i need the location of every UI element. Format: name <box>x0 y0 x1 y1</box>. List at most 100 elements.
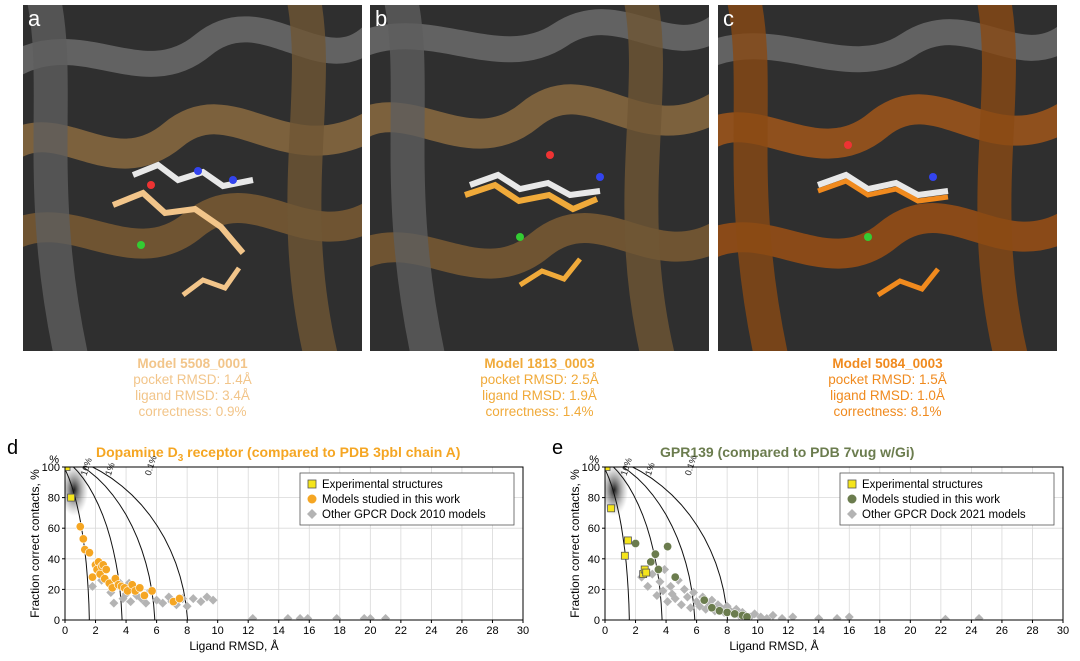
contour-label: 1% <box>643 461 657 476</box>
data-point-other-model <box>643 581 653 591</box>
x-tick-label: 20 <box>364 625 376 637</box>
data-point-other-model <box>940 614 950 620</box>
data-point-other-model <box>663 597 673 607</box>
legend-label: Other GPCR Dock 2021 models <box>862 509 1026 521</box>
data-point-other-model <box>676 600 686 610</box>
data-point-studied-model <box>631 539 641 549</box>
contour-line <box>605 468 630 620</box>
data-point-experimental <box>620 551 629 560</box>
data-point-experimental <box>67 493 76 502</box>
data-point-other-model <box>844 612 854 620</box>
y-tick-label: 100 <box>42 462 60 474</box>
data-point-other-model <box>332 613 342 620</box>
y-tick-label: 20 <box>588 584 600 596</box>
x-tick-label: 14 <box>813 625 825 637</box>
structure-panel-a: a <box>23 5 362 351</box>
caption-a: Model 5508_0001 pocket RMSD: 1.4Å ligand… <box>23 356 362 420</box>
x-tick-label: 10 <box>212 625 224 637</box>
data-point-experimental <box>605 467 611 471</box>
x-tick-label: 28 <box>486 625 498 637</box>
y-tick-label: 40 <box>588 554 600 566</box>
data-point-experimental <box>607 504 616 513</box>
data-point-experimental <box>642 568 651 577</box>
x-tick-label: 22 <box>395 625 407 637</box>
legend-box <box>839 472 1055 526</box>
data-point-studied-model <box>670 572 680 582</box>
x-tick-label: 22 <box>935 625 947 637</box>
data-point-studied-model <box>139 591 149 601</box>
data-point-other-model <box>814 613 824 620</box>
x-tick-label: 24 <box>425 625 437 637</box>
y-tick-label: 40 <box>48 554 60 566</box>
plot-letter-d: d <box>7 437 19 459</box>
data-point-studied-model <box>653 565 663 575</box>
data-point-studied-model <box>135 583 145 593</box>
x-tick-label: 24 <box>965 625 977 637</box>
legend-label: Experimental structures <box>322 479 443 491</box>
panel-letter-a: a <box>28 6 41 31</box>
legend-label: Other GPCR Dock 2010 models <box>322 509 486 521</box>
contour-line <box>631 467 728 620</box>
panel-letter-c: c <box>723 6 734 31</box>
data-point-other-model <box>750 609 760 619</box>
data-point-studied-model <box>650 549 660 559</box>
plot-area <box>65 467 391 620</box>
axes-frame <box>604 466 1064 621</box>
data-point-other-model <box>701 604 711 614</box>
data-point-other-model <box>713 600 723 610</box>
plot-title-e: GPR139 (compared to PDB 7vug w/Gi) <box>660 444 915 460</box>
structure-render-b <box>370 5 709 351</box>
data-point-studied-model <box>715 606 725 616</box>
x-tick-label: 10 <box>752 625 764 637</box>
x-tick-label: 30 <box>1057 625 1069 637</box>
caption-c-correctness: correctness: 8.1% <box>833 404 942 419</box>
data-point-other-model <box>381 613 391 620</box>
data-point-other-model <box>202 592 212 602</box>
data-point-other-model <box>283 613 293 620</box>
x-tick-label: 18 <box>874 625 886 637</box>
y-tick-label: 100 <box>582 462 600 474</box>
x-axis-label: Ligand RMSD, Å <box>729 638 818 653</box>
x-tick-label: 26 <box>996 625 1008 637</box>
contour-line <box>82 467 156 620</box>
data-point-studied-model <box>78 534 88 544</box>
plot-title-d-sub: 3 <box>177 452 184 464</box>
y-tick-label: 60 <box>588 523 600 535</box>
data-point-studied-model <box>101 565 111 575</box>
data-point-other-model <box>695 601 705 611</box>
x-tick-label: 6 <box>154 625 160 637</box>
data-point-studied-model <box>699 595 709 605</box>
caption-c-model: Model 5084_0003 <box>832 356 943 371</box>
legend-marker-diamond <box>307 509 317 519</box>
data-point-other-model <box>365 613 375 620</box>
caption-b-pocket: pocket RMSD: 2.5Å <box>480 372 599 387</box>
data-point-other-model <box>832 613 842 620</box>
x-tick-label: 30 <box>517 625 529 637</box>
caption-c: Model 5084_0003 pocket RMSD: 1.5Å ligand… <box>718 356 1057 420</box>
legend-marker-square <box>847 479 857 489</box>
y-tick-label: 60 <box>48 523 60 535</box>
data-point-experimental <box>65 467 71 471</box>
x-tick-label: 28 <box>1026 625 1038 637</box>
caption-c-ligand: ligand RMSD: 1.0Å <box>830 388 945 403</box>
data-point-other-model <box>196 597 206 607</box>
contour-line <box>91 467 188 620</box>
data-point-other-model <box>685 603 695 613</box>
legend-label: Models studied in this work <box>322 494 460 506</box>
caption-c-pocket: pocket RMSD: 1.5Å <box>828 372 947 387</box>
data-point-studied-model <box>175 594 185 604</box>
y-unit-label: % <box>589 454 599 466</box>
density-region <box>605 467 629 516</box>
x-tick-label: 2 <box>632 625 638 637</box>
data-point-studied-model <box>730 609 740 619</box>
y-tick-label: 0 <box>54 615 60 627</box>
data-point-studied-model <box>87 572 97 582</box>
y-tick-label: 80 <box>588 493 600 505</box>
caption-b-correctness: correctness: 1.4% <box>485 404 594 419</box>
data-point-other-model <box>126 597 136 607</box>
data-point-studied-model <box>663 542 673 552</box>
data-point-other-model <box>158 598 168 608</box>
data-point-other-model <box>109 598 119 608</box>
caption-a-ligand: ligand RMSD: 3.4Å <box>135 388 250 403</box>
data-point-other-model <box>660 565 670 575</box>
